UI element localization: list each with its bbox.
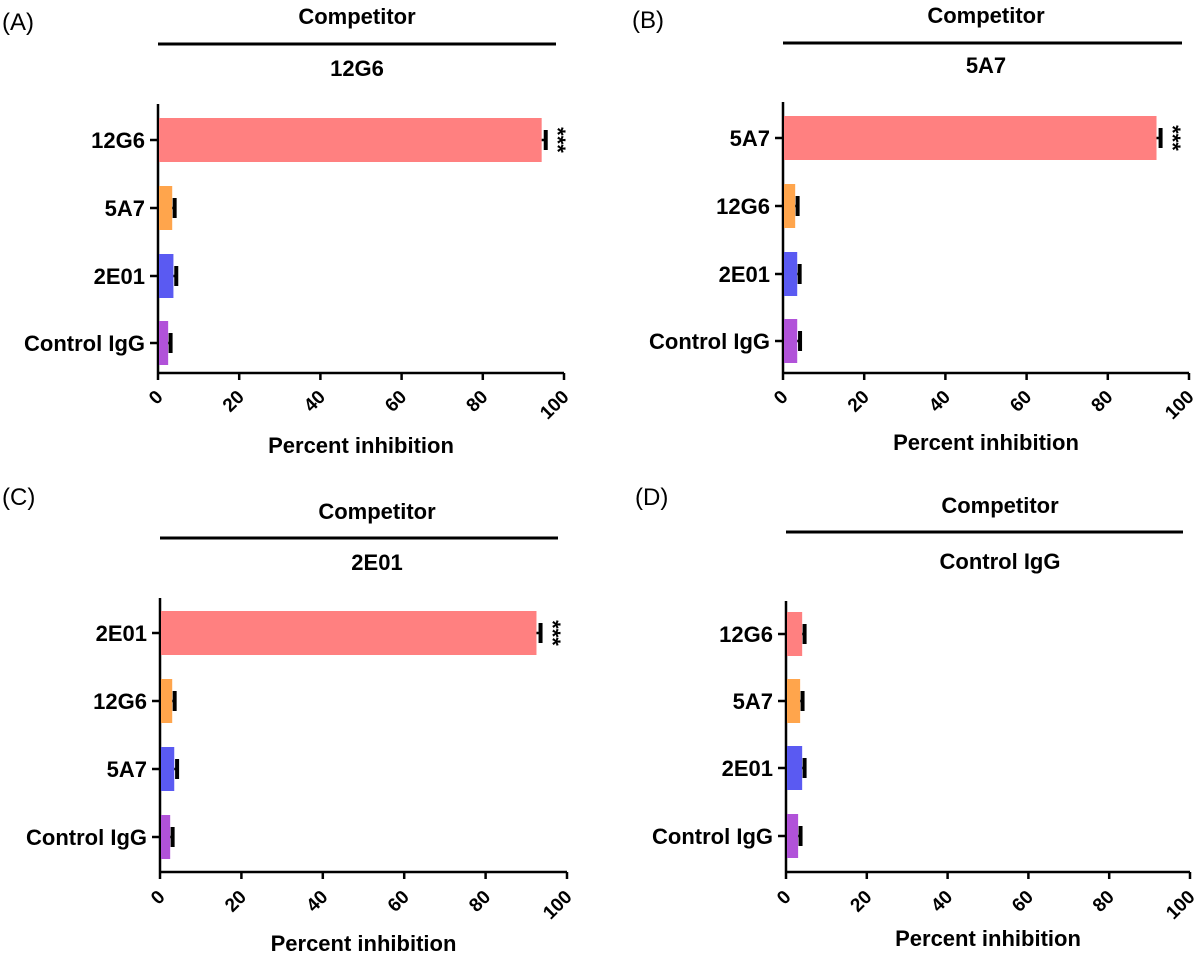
x-tick-label: 60 (1008, 887, 1038, 917)
x-tick-label: 40 (303, 887, 333, 917)
panel-letter: (C) (2, 484, 35, 511)
y-category-label: 5A7 (733, 689, 773, 714)
competitor-name: Control IgG (940, 549, 1061, 574)
panel-letter: (D) (635, 484, 668, 511)
x-tick-label: 20 (219, 387, 249, 417)
competitor-name: 5A7 (966, 53, 1006, 78)
bar (784, 184, 796, 228)
x-tick-label: 40 (927, 887, 957, 917)
x-tick-label: 40 (300, 387, 330, 417)
panel-letter: (A) (2, 9, 34, 36)
y-category-label: 12G6 (91, 128, 145, 153)
x-tick-label: 100 (1161, 387, 1198, 424)
competitor-header: Competitor (941, 493, 1059, 518)
competitor-name: 12G6 (330, 56, 384, 81)
y-category-label: Control IgG (652, 824, 773, 849)
x-tick-label: 0 (145, 387, 167, 409)
bar (161, 815, 171, 859)
bar (787, 679, 801, 723)
x-axis-title: Percent inhibition (895, 926, 1081, 951)
x-tick-label: 60 (381, 387, 411, 417)
x-tick-label: 60 (1006, 387, 1036, 417)
y-category-label: Control IgG (26, 825, 147, 850)
bar (159, 321, 169, 365)
bar (784, 116, 1157, 160)
bar (159, 186, 173, 230)
bar (787, 746, 803, 790)
competitor-header: Competitor (318, 499, 436, 524)
competitor-header: Competitor (927, 3, 1045, 28)
competitor-name: 2E01 (351, 550, 402, 575)
x-tick-label: 20 (847, 887, 877, 917)
bar (159, 254, 174, 298)
x-axis-title: Percent inhibition (271, 931, 457, 956)
significance-marker: *** (540, 620, 565, 646)
panel-b: (B) Competitor 5A7 0 20 40 60 80 100 Percent inhi… (632, 3, 1199, 455)
x-tick-label: 60 (384, 887, 414, 917)
panel-a: (A) Competitor 12G6 0 20 40 60 80 100 Percent inh… (2, 4, 574, 458)
x-tick-label: 0 (773, 887, 795, 909)
x-tick-label: 80 (1089, 887, 1119, 917)
bar (787, 814, 799, 858)
bar (784, 319, 798, 363)
y-category-label: 5A7 (107, 757, 147, 782)
y-category-label: 12G6 (93, 689, 147, 714)
bar (159, 118, 542, 162)
x-tick-label: 100 (1162, 887, 1199, 924)
y-category-label: 2E01 (722, 756, 773, 781)
x-tick-label: 0 (770, 387, 792, 409)
x-tick-label: 100 (539, 887, 576, 924)
bar (784, 252, 798, 296)
x-tick-label: 0 (147, 887, 169, 909)
x-axis-title: Percent inhibition (893, 430, 1079, 455)
y-category-label: 2E01 (94, 264, 145, 289)
x-tick-label: 100 (536, 387, 573, 424)
significance-marker: *** (545, 127, 570, 153)
y-category-label: 5A7 (105, 196, 145, 221)
x-axis-title: Percent inhibition (268, 433, 454, 458)
bar (161, 679, 173, 723)
y-category-label: 12G6 (716, 194, 770, 219)
x-tick-label: 80 (463, 387, 493, 417)
y-category-label: 12G6 (719, 622, 773, 647)
significance-marker: *** (1160, 125, 1185, 151)
x-tick-label: 80 (465, 887, 495, 917)
x-tick-label: 20 (844, 387, 874, 417)
y-category-label: 2E01 (96, 621, 147, 646)
panel-d: (D) Competitor Control IgG 0 20 40 60 80 100 Perc… (635, 484, 1200, 951)
bar (787, 612, 803, 656)
x-tick-label: 20 (221, 887, 251, 917)
y-category-label: 2E01 (719, 262, 770, 287)
bar (161, 611, 537, 655)
panel-c: (C) Competitor 2E01 0 20 40 60 80 100 Percent inh… (2, 484, 577, 956)
competitor-header: Competitor (298, 4, 416, 29)
bar (161, 747, 175, 791)
x-tick-label: 40 (925, 387, 955, 417)
x-tick-label: 80 (1088, 387, 1118, 417)
y-category-label: Control IgG (24, 331, 145, 356)
y-category-label: 5A7 (730, 126, 770, 151)
panel-letter: (B) (632, 7, 664, 34)
y-category-label: Control IgG (649, 329, 770, 354)
